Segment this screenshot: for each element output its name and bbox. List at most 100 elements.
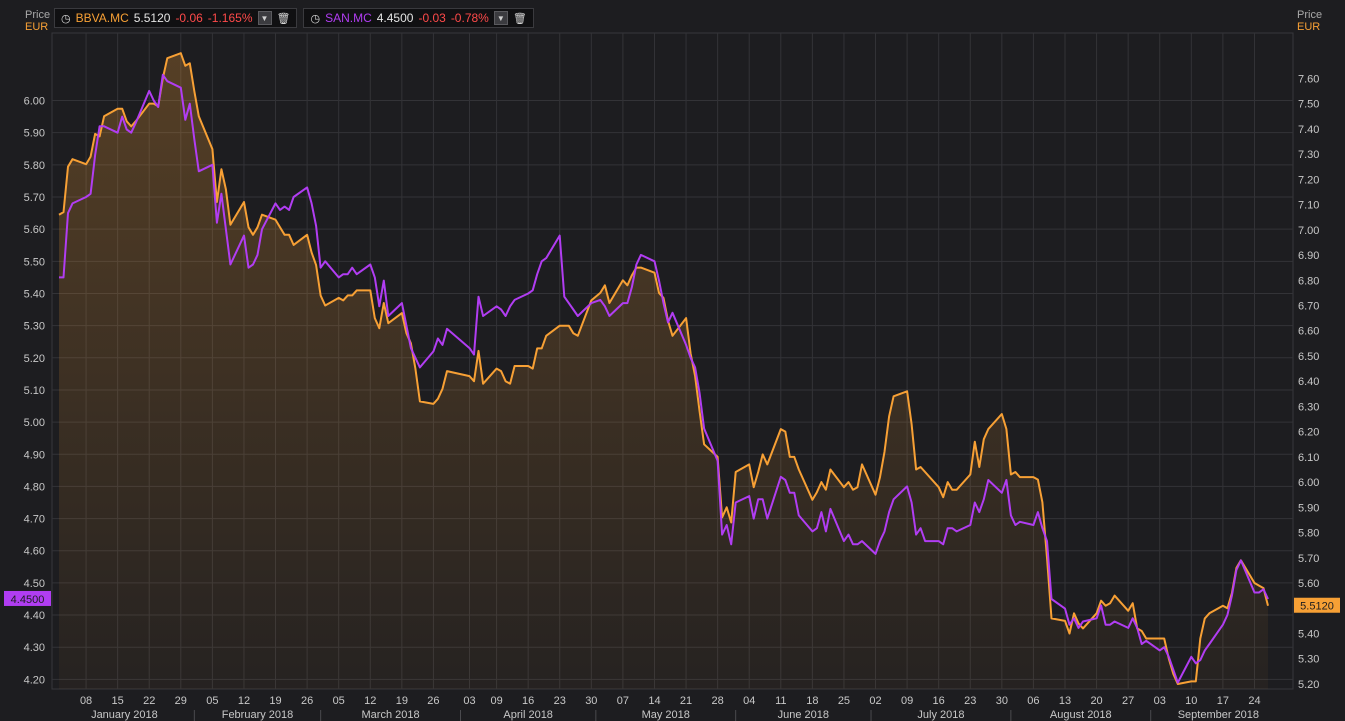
x-month-label: August 2018 — [1050, 709, 1112, 721]
chevron-down-icon[interactable]: ▼ — [257, 11, 272, 25]
y-left-tick-label: 4.90 — [24, 449, 45, 461]
y-right-tick-label: 7.60 — [1298, 73, 1319, 85]
legend-item-san[interactable]: ◷ SAN.MC 4.4500 -0.03 -0.78% ▼ 🗑 — [303, 8, 534, 28]
y-right-tick-label: 6.40 — [1298, 376, 1319, 388]
y-left-tick-label: 5.10 — [24, 385, 45, 397]
x-tick-label: 12 — [238, 695, 250, 707]
y-right-tick-label: 6.50 — [1298, 351, 1319, 363]
x-tick-label: 15 — [112, 695, 124, 707]
y-left-tick-label: 4.40 — [24, 610, 45, 622]
legend-last-price: 4.4500 — [376, 11, 414, 25]
x-tick-label: 10 — [1185, 695, 1197, 707]
y-right-tick-label: 6.20 — [1298, 427, 1319, 439]
y-right-tick-label: 6.10 — [1298, 452, 1319, 464]
last-price-badge-right — [1294, 597, 1340, 613]
y-right-tick-label: 7.40 — [1298, 124, 1319, 136]
x-tick-label: 25 — [838, 695, 850, 707]
legend-change-pct: -1.165% — [207, 11, 253, 25]
y-left-tick-label: 4.20 — [24, 674, 45, 686]
x-tick-label: 09 — [901, 695, 913, 707]
x-tick-label: 19 — [269, 695, 281, 707]
y-left-tick-label: 4.30 — [24, 642, 45, 654]
y-right-tick-label: 5.20 — [1298, 679, 1319, 691]
y-left-tick-label: 5.50 — [24, 256, 45, 268]
x-tick-label: 24 — [1248, 695, 1260, 707]
series-line-san-mc[interactable] — [59, 73, 1269, 684]
y-left-tick-label: 5.20 — [24, 353, 45, 365]
x-tick-label: 19 — [396, 695, 408, 707]
x-month-label: January 2018 — [91, 709, 158, 721]
x-month-label: February 2018 — [222, 709, 294, 721]
x-tick-label: 18 — [806, 695, 818, 707]
x-tick-label: 30 — [585, 695, 597, 707]
x-month-label: June 2018 — [778, 709, 829, 721]
x-tick-label: 11 — [775, 695, 786, 707]
series-lines — [58, 52, 1269, 685]
legend-item-bbva[interactable]: ◷ BBVA.MC 5.5120 -0.06 -1.165% ▼ 🗑 — [54, 8, 298, 28]
series-fills — [59, 53, 1268, 689]
last-price-label-left: 4.4500 — [11, 594, 45, 606]
right-axis-header: Price EUR — [1297, 9, 1322, 33]
last-price-label-right: 5.5120 — [1300, 601, 1334, 613]
x-tick-label: 21 — [680, 695, 692, 707]
y-right-tick-label: 6.30 — [1298, 401, 1319, 413]
legend-bar: ◷ BBVA.MC 5.5120 -0.06 -1.165% ▼ 🗑 ◷ SAN… — [54, 8, 534, 30]
x-tick-label: 27 — [1122, 695, 1134, 707]
x-tick-label: 29 — [175, 695, 187, 707]
x-axis: 08 15 22 29 05 12 19 26 05 12 19 26 03 09 16 23 30 07 14 21… — [80, 695, 1261, 721]
y-right-tick-label: 6.00 — [1298, 477, 1319, 489]
x-month-label: April 2018 — [503, 709, 553, 721]
x-tick-label: 23 — [554, 695, 566, 707]
right-axis-title: Price — [1297, 9, 1323, 21]
x-tick-label: 22 — [143, 695, 155, 707]
chevron-down-icon[interactable]: ▼ — [493, 11, 508, 25]
x-tick-label: 05 — [206, 695, 218, 707]
y-right-tick-label: 7.20 — [1298, 174, 1319, 186]
right-axis-unit: EUR — [1297, 21, 1321, 33]
x-tick-label: 17 — [1217, 695, 1229, 707]
y-left-tick-label: 6.00 — [24, 96, 45, 108]
y-right-tick-label: 5.30 — [1298, 654, 1319, 666]
y-left-tick-label: 5.40 — [24, 288, 45, 300]
trash-icon[interactable]: 🗑 — [512, 12, 527, 25]
x-month-label: May 2018 — [642, 709, 690, 721]
y-right-tick-label: 5.60 — [1298, 578, 1319, 590]
y-left-tick-label: 4.80 — [24, 481, 45, 493]
left-axis-title: Price — [25, 9, 51, 21]
y-left-tick-label: 5.00 — [24, 417, 45, 429]
x-tick-label: 08 — [80, 695, 92, 707]
series-line-bbva-mc[interactable] — [58, 52, 1269, 685]
legend-last-price: 5.5120 — [133, 11, 171, 25]
y-right-tick-label: 7.50 — [1298, 99, 1319, 111]
y-right-tick-label: 6.70 — [1298, 300, 1319, 312]
x-tick-label: 03 — [463, 695, 475, 707]
y-right-tick-label: 7.00 — [1298, 225, 1319, 237]
x-tick-label: 07 — [617, 695, 629, 707]
x-month-label: July 2018 — [917, 709, 964, 721]
x-tick-label: 13 — [1059, 695, 1071, 707]
y-left-tick-label: 4.50 — [24, 578, 45, 590]
y-left-tick-label: 5.30 — [24, 321, 45, 333]
legend-change-pct: -0.78% — [450, 11, 489, 25]
y-left-tick-label: 5.60 — [24, 224, 45, 236]
x-tick-label: 16 — [933, 695, 945, 707]
left-y-axis: 4.20 4.30 4.40 4.50 4.60 4.70 4.80 4.90 5.00 5.10… — [24, 96, 45, 687]
y-right-tick-label: 6.80 — [1298, 275, 1319, 287]
y-right-tick-label: 7.30 — [1298, 149, 1319, 161]
right-y-axis: 5.205.305.405.505.605.705.805.906.006.10… — [1298, 73, 1319, 691]
x-tick-label: 26 — [301, 695, 313, 707]
clock-icon: ◷ — [61, 12, 71, 25]
left-axis-unit: EUR — [25, 21, 49, 33]
y-right-tick-label: 7.10 — [1298, 200, 1319, 212]
x-tick-label: 12 — [364, 695, 376, 707]
x-tick-label: 28 — [712, 695, 724, 707]
y-left-tick-label: 5.90 — [24, 128, 45, 140]
y-left-tick-label: 5.70 — [24, 192, 45, 204]
y-right-tick-label: 6.90 — [1298, 250, 1319, 262]
y-right-tick-label: 5.90 — [1298, 502, 1319, 514]
x-tick-label: 04 — [743, 695, 755, 707]
clock-icon: ◷ — [310, 12, 321, 25]
trash-icon[interactable]: 🗑 — [276, 12, 291, 25]
last-price-badge-left — [4, 590, 51, 606]
